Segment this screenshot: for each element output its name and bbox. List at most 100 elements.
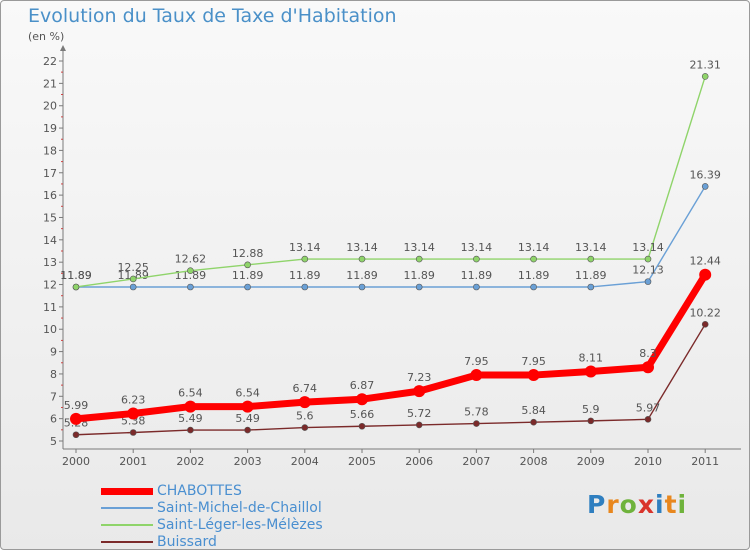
data-point: [470, 369, 483, 382]
y-tick-label: 22: [43, 55, 57, 68]
proxiti-logo: Proxiti: [587, 490, 687, 519]
series-buissard: 5.285.385.495.495.65.665.725.785.845.95.…: [64, 306, 721, 439]
legend-swatch: [101, 541, 153, 543]
y-tick-label: 9: [50, 346, 57, 359]
data-point: [184, 400, 197, 413]
data-point: [127, 407, 140, 420]
data-label: 11.89: [289, 269, 321, 282]
data-label: 5.99: [64, 399, 89, 412]
data-point: [241, 400, 254, 413]
data-point: [72, 431, 80, 439]
y-tick-label: 17: [43, 167, 57, 180]
data-point: [701, 73, 709, 80]
data-label: 6.23: [121, 394, 146, 407]
data-label: 7.95: [521, 355, 546, 368]
data-label: 11.89: [232, 269, 264, 282]
x-tick-label: 2003: [234, 455, 262, 468]
y-tick-label: 12: [43, 279, 57, 292]
x-tick-label: 2011: [691, 455, 719, 468]
x-tick-label: 2000: [62, 455, 90, 468]
data-point: [701, 183, 709, 190]
logo-letter: i: [677, 490, 688, 519]
data-label: 12.62: [175, 253, 207, 266]
data-point: [301, 283, 309, 291]
x-tick-label: 2005: [348, 455, 376, 468]
y-tick-label: 13: [43, 256, 57, 269]
x-tick-label: 2006: [405, 455, 433, 468]
legend-label: CHABOTTES: [157, 483, 242, 499]
y-tick-label: 11: [43, 301, 57, 314]
logo-letter: x: [637, 490, 655, 519]
data-point: [530, 255, 537, 263]
data-label: 12.88: [232, 247, 264, 260]
data-label: 10.22: [689, 306, 721, 319]
data-label: 5.38: [121, 415, 146, 428]
data-point: [642, 361, 654, 374]
y-tick-label: 5: [50, 435, 57, 448]
data-label: 12.44: [689, 255, 721, 268]
chart-title: Evolution du Taux de Taxe d'Habitation: [28, 5, 397, 27]
data-point: [244, 261, 251, 269]
data-point: [527, 369, 540, 382]
data-label: 11.89: [117, 269, 149, 282]
data-point: [358, 422, 366, 430]
data-label: 5.84: [521, 404, 546, 417]
data-point: [298, 396, 311, 409]
data-point: [72, 283, 80, 291]
data-point: [699, 268, 712, 281]
data-label: 8.3: [639, 347, 657, 360]
data-label: 5.9: [582, 403, 600, 416]
data-label: 7.95: [464, 355, 489, 368]
data-point: [187, 283, 194, 291]
series-layer: 5.285.385.495.495.65.665.725.785.845.95.…: [60, 58, 721, 439]
data-point: [415, 255, 423, 263]
data-label: 5.78: [464, 406, 489, 419]
data-label: 5.97: [636, 401, 661, 414]
y-tick-label: 19: [43, 122, 57, 135]
data-label: 11.89: [346, 269, 378, 282]
data-point: [701, 321, 709, 328]
logo-letter: o: [619, 490, 638, 519]
data-point: [644, 416, 652, 423]
data-point: [187, 426, 194, 434]
x-tick-label: 2008: [520, 455, 548, 468]
series-line: [75, 185, 706, 288]
series-line: [75, 323, 706, 436]
data-label: 6.74: [293, 382, 318, 395]
y-tick-label: 20: [43, 100, 57, 113]
data-point: [644, 255, 652, 263]
data-label: 11.89: [461, 269, 493, 282]
data-label: 11.89: [403, 269, 435, 282]
data-point: [244, 426, 251, 434]
x-tick-label: 2010: [634, 455, 662, 468]
series-line: [72, 271, 709, 423]
legend-swatch: [101, 507, 153, 509]
data-point: [587, 417, 595, 425]
data-label: 7.23: [407, 371, 432, 384]
y-tick-label: 7: [50, 390, 57, 403]
data-label: 11.89: [60, 269, 92, 282]
y-axis-arrow: [60, 45, 66, 51]
data-label: 6.54: [178, 387, 203, 400]
data-label: 5.66: [350, 408, 375, 421]
legend-label: Saint-Michel-de-Chaillol: [157, 500, 322, 516]
data-label: 13.14: [632, 241, 664, 254]
data-point: [473, 255, 480, 263]
legend-label: Saint-Léger-les-Mélèzes: [157, 517, 323, 533]
y-tick-label: 15: [43, 211, 57, 224]
data-label: 13.14: [403, 241, 435, 254]
data-label: 12.25: [117, 261, 149, 274]
data-point: [415, 421, 423, 429]
data-label: 5.72: [407, 407, 432, 420]
data-point: [129, 429, 137, 436]
data-label: 8.11: [579, 351, 604, 364]
data-label: 13.14: [289, 241, 321, 254]
data-label: 6.54: [235, 387, 260, 400]
data-label: 6.87: [350, 379, 375, 392]
data-point: [356, 393, 368, 406]
series-line: [75, 75, 706, 288]
data-point: [358, 255, 366, 263]
